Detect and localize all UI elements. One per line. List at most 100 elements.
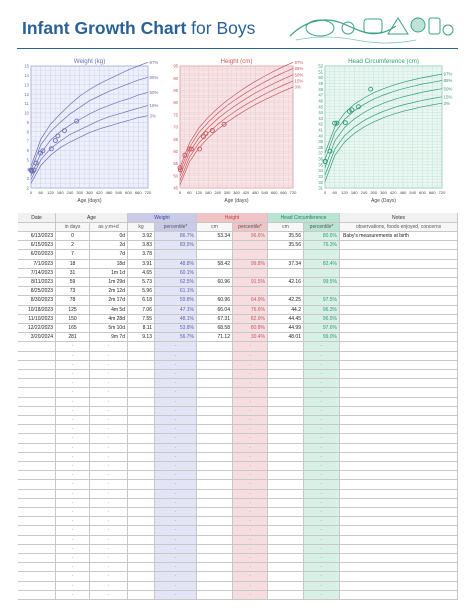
- weight-chart-title: Weight (kg): [74, 58, 106, 65]
- data-point: [368, 86, 374, 92]
- table-cell-empty: [18, 397, 56, 407]
- x-tick-label: 360: [380, 190, 387, 195]
- y-tick-label: 46: [318, 98, 323, 103]
- table-cell-empty: -: [56, 581, 90, 591]
- table-cell-empty: [340, 480, 458, 490]
- table-cell: 60.1%: [155, 268, 197, 278]
- table-cell-empty: -: [90, 517, 128, 527]
- x-tick-label: 420: [96, 190, 103, 195]
- x-tick-label: 660: [429, 190, 436, 195]
- table-cell-empty: [128, 406, 155, 416]
- y-tick-label: 3: [27, 176, 30, 181]
- percentile-curve-15: [324, 96, 443, 176]
- table-cell: 6/13/2023: [18, 232, 56, 242]
- table-cell-empty: -: [155, 563, 197, 573]
- table-cell: 10/18/2023: [18, 305, 56, 315]
- percentile-curve-3: [324, 102, 443, 182]
- table-cell-empty: -: [90, 379, 128, 389]
- table-cell: 3.92: [128, 232, 155, 242]
- table-cell-empty: [18, 388, 56, 398]
- data-point: [349, 107, 355, 113]
- table-cell-empty: -: [90, 388, 128, 398]
- table-cell-empty: [197, 498, 233, 508]
- table-cell-empty: [18, 351, 56, 361]
- table-cell-empty: -: [304, 434, 340, 444]
- table-cell-empty: -: [90, 452, 128, 462]
- table-cell: [304, 250, 340, 260]
- column-group-header: Height: [197, 213, 268, 223]
- y-tick-label: 42: [318, 122, 323, 127]
- y-tick-label: 50: [318, 75, 323, 80]
- table-cell-empty: -: [304, 342, 340, 352]
- percentile-label: 3%: [295, 85, 301, 90]
- table-cell-empty: [340, 526, 458, 536]
- x-tick-label: 240: [214, 190, 221, 195]
- table-cell: 18d: [90, 259, 128, 269]
- table-cell-empty: -: [155, 471, 197, 481]
- table-cell-empty: [128, 425, 155, 435]
- table-cell-empty: [18, 471, 56, 481]
- x-tick-label: 240: [361, 190, 368, 195]
- table-cell: 73: [56, 287, 90, 297]
- table-cell-empty: [18, 498, 56, 508]
- x-tick-label: 0: [324, 190, 327, 195]
- table-cell-empty: [18, 379, 56, 389]
- y-tick-label: 33: [318, 174, 323, 179]
- table-cell-empty: -: [304, 544, 340, 554]
- x-tick-label: 600: [419, 190, 426, 195]
- table-cell: [340, 314, 458, 324]
- x-tick-label: 600: [125, 190, 132, 195]
- table-cell-empty: [340, 563, 458, 573]
- table-cell-empty: [18, 590, 56, 600]
- table-cell-empty: [18, 406, 56, 416]
- column-subheader: cm: [268, 223, 304, 232]
- data-point: [74, 118, 80, 124]
- table-cell-empty: -: [233, 581, 268, 591]
- table-cell-empty: [18, 462, 56, 472]
- table-cell-empty: -: [56, 517, 90, 527]
- table-cell-empty: -: [90, 416, 128, 426]
- table-cell: 61.1%: [155, 287, 197, 297]
- y-tick-label: 45: [318, 104, 323, 109]
- table-cell-empty: -: [304, 572, 340, 582]
- y-tick-label: 51: [318, 69, 323, 74]
- table-cell: 5.96: [128, 287, 155, 297]
- table-cell-empty: [197, 351, 233, 361]
- table-cell-empty: -: [56, 388, 90, 398]
- table-cell: 7.55: [128, 314, 155, 324]
- table-cell-empty: -: [304, 397, 340, 407]
- table-cell-empty: -: [56, 526, 90, 536]
- table-cell-empty: [128, 590, 155, 600]
- table-cell-empty: [128, 498, 155, 508]
- table-cell: 97.6%: [304, 324, 340, 334]
- table-cell-empty: [268, 406, 304, 416]
- table-cell-empty: [18, 581, 56, 591]
- table-cell-empty: [197, 406, 233, 416]
- table-cell-empty: -: [155, 572, 197, 582]
- table-cell-empty: -: [90, 590, 128, 600]
- data-point: [189, 146, 194, 152]
- table-cell-empty: -: [56, 508, 90, 518]
- table-cell-empty: -: [233, 471, 268, 481]
- table-cell: [340, 259, 458, 269]
- table-cell: 53.8%: [155, 324, 197, 334]
- table-cell: [340, 241, 458, 251]
- table-cell: [233, 241, 268, 251]
- table-cell-empty: [340, 425, 458, 435]
- percentile-label: 3%: [150, 113, 156, 118]
- table-cell: 62.5%: [155, 278, 197, 288]
- y-tick-label: 34: [318, 168, 323, 173]
- table-cell-empty: [128, 342, 155, 352]
- y-tick-label: 4: [27, 167, 30, 172]
- x-tick-label: 420: [390, 190, 397, 195]
- table-cell-empty: [340, 535, 458, 545]
- table-cell-empty: [128, 370, 155, 380]
- x-tick-label: 60: [39, 190, 44, 195]
- column-group-header: Head Circumference: [268, 213, 340, 223]
- percentile-label: 85%: [150, 75, 159, 80]
- table-cell-empty: [128, 471, 155, 481]
- table-cell-empty: -: [56, 443, 90, 453]
- table-cell-empty: -: [233, 416, 268, 426]
- column-subheader: observations, foods enjoyed, concerns: [340, 223, 458, 232]
- table-cell-empty: -: [56, 471, 90, 481]
